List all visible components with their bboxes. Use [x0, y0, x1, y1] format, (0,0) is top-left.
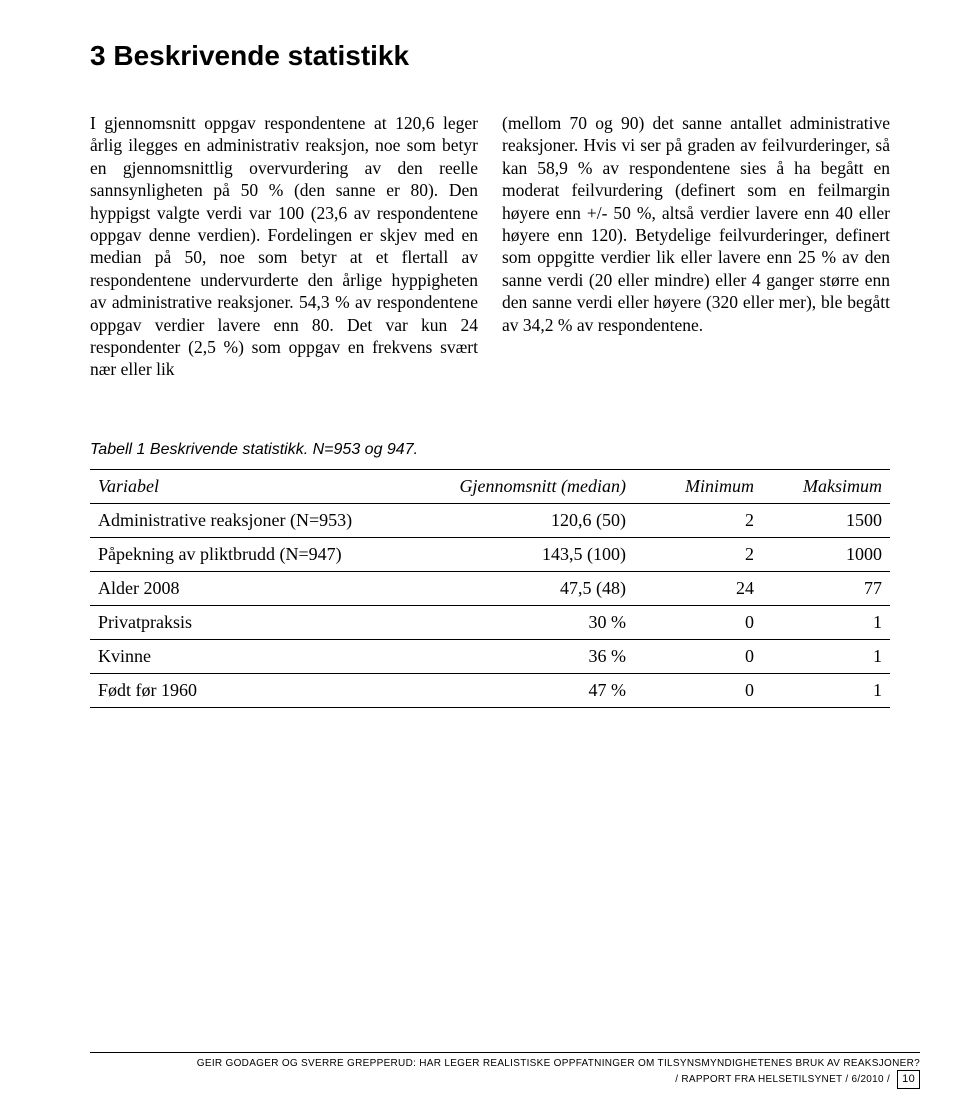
cell-max: 1 — [762, 639, 890, 673]
table-row: Privatpraksis 30 % 0 1 — [90, 605, 890, 639]
cell-min: 2 — [634, 503, 762, 537]
page-title: 3 Beskrivende statistikk — [90, 40, 890, 72]
cell-label: Kvinne — [90, 639, 394, 673]
body-col-2: (mellom 70 og 90) det sanne antallet adm… — [502, 112, 890, 381]
cell-min: 2 — [634, 537, 762, 571]
cell-mean: 47,5 (48) — [394, 571, 634, 605]
page-footer: GEIR GODAGER OG SVERRE GREPPERUD: HAR LE… — [90, 1052, 920, 1089]
cell-mean: 36 % — [394, 639, 634, 673]
cell-label: Født før 1960 — [90, 673, 394, 707]
table-body: Administrative reaksjoner (N=953) 120,6 … — [90, 503, 890, 707]
cell-mean: 120,6 (50) — [394, 503, 634, 537]
body-columns: I gjennomsnitt oppgav respondentene at 1… — [90, 112, 890, 381]
cell-label: Administrative reaksjoner (N=953) — [90, 503, 394, 537]
cell-min: 0 — [634, 605, 762, 639]
cell-max: 1500 — [762, 503, 890, 537]
th-min: Minimum — [634, 469, 762, 503]
table-row: Født før 1960 47 % 0 1 — [90, 673, 890, 707]
footer-line1: GEIR GODAGER OG SVERRE GREPPERUD: HAR LE… — [197, 1058, 920, 1069]
cell-min: 0 — [634, 673, 762, 707]
table-row: Administrative reaksjoner (N=953) 120,6 … — [90, 503, 890, 537]
cell-mean: 143,5 (100) — [394, 537, 634, 571]
stats-table: Variabel Gjennomsnitt (median) Minimum M… — [90, 469, 890, 708]
page-number: 10 — [897, 1070, 920, 1089]
table-caption: Tabell 1 Beskrivende statistikk. N=953 o… — [90, 441, 890, 459]
th-mean: Gjennomsnitt (median) — [394, 469, 634, 503]
cell-mean: 30 % — [394, 605, 634, 639]
cell-max: 77 — [762, 571, 890, 605]
cell-max: 1 — [762, 673, 890, 707]
footer-line2: / RAPPORT FRA HELSETILSYNET / 6/2010 / — [675, 1074, 890, 1085]
cell-max: 1 — [762, 605, 890, 639]
cell-mean: 47 % — [394, 673, 634, 707]
cell-label: Påpekning av pliktbrudd (N=947) — [90, 537, 394, 571]
table-row: Påpekning av pliktbrudd (N=947) 143,5 (1… — [90, 537, 890, 571]
cell-max: 1000 — [762, 537, 890, 571]
cell-min: 0 — [634, 639, 762, 673]
table-header-row: Variabel Gjennomsnitt (median) Minimum M… — [90, 469, 890, 503]
th-max: Maksimum — [762, 469, 890, 503]
cell-min: 24 — [634, 571, 762, 605]
table-row: Kvinne 36 % 0 1 — [90, 639, 890, 673]
table-row: Alder 2008 47,5 (48) 24 77 — [90, 571, 890, 605]
cell-label: Alder 2008 — [90, 571, 394, 605]
cell-label: Privatpraksis — [90, 605, 394, 639]
th-variabel: Variabel — [90, 469, 394, 503]
body-col-1: I gjennomsnitt oppgav respondentene at 1… — [90, 112, 478, 381]
